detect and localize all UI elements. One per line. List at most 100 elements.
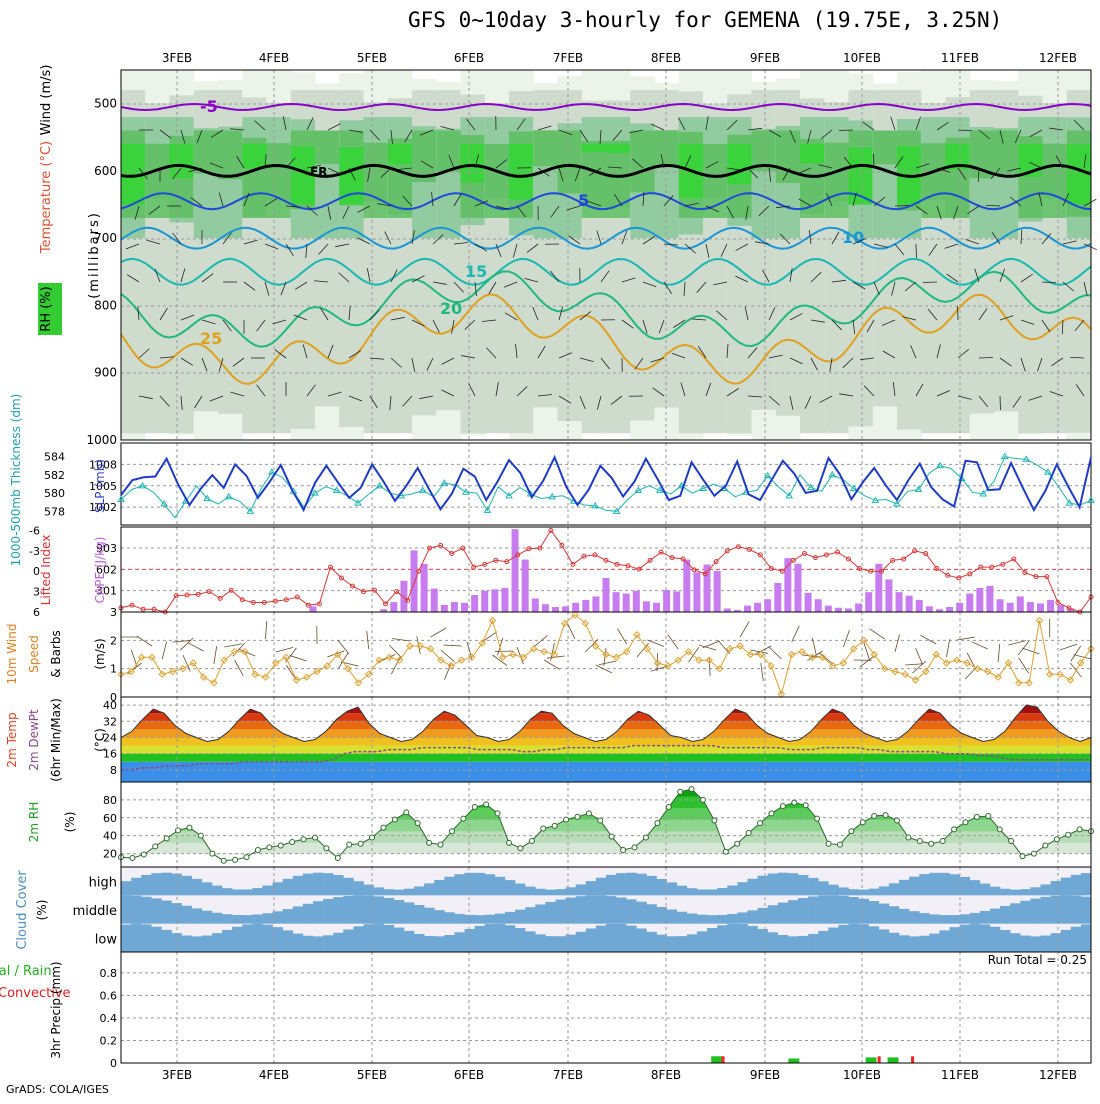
cloud-cover-cell: [182, 906, 192, 924]
cloud-cover-cell: [485, 915, 495, 924]
wind-barb-10m: [870, 629, 885, 639]
wind-barb-10m: [544, 660, 559, 669]
rh-point: [735, 841, 740, 846]
cloud-cover-cell: [535, 889, 545, 896]
temperature-tick-label: 40: [103, 699, 117, 712]
precip-tick-label: 0: [110, 1057, 117, 1070]
rh-axis-label: 2m RH: [27, 802, 41, 843]
cloud-cover-cell: [545, 902, 555, 924]
rh-band: [655, 131, 680, 167]
cloud-cover-cell: [434, 910, 444, 924]
cloud-cover-cell: [667, 882, 677, 895]
wind-barb-10m: [585, 639, 598, 652]
cloud-cover-cell: [161, 930, 171, 952]
cloud-cover-cell: [879, 929, 889, 952]
cloud-cover-cell: [515, 910, 525, 924]
cape-bar: [683, 560, 690, 612]
top-date-tick-label: 11FEB: [941, 51, 979, 65]
rh-point: [438, 842, 443, 847]
rh-point: [518, 846, 523, 851]
cape-bar: [714, 571, 721, 612]
cloud-cover-cell: [141, 875, 151, 895]
footer-credit: GrADS: COLA/IGES: [6, 1083, 109, 1096]
cloud-cover-cell: [990, 927, 1000, 952]
rh-band: [1043, 144, 1068, 218]
cloud-cover-cell: [434, 936, 444, 952]
cloud-cover-cell: [1030, 899, 1040, 924]
cloud-cover-cell: [535, 934, 545, 952]
rh-point: [952, 827, 957, 832]
cloud-cover-cell: [727, 924, 737, 952]
rh-band: [194, 131, 219, 174]
cloud-cover-cell: [909, 936, 919, 952]
cloud-cover-cell: [990, 909, 1000, 924]
wind-barb-10m: [431, 628, 447, 637]
cloud-cover-cell: [939, 915, 949, 924]
rh-band: [630, 131, 655, 193]
cloud-cover-cell: [879, 886, 889, 895]
temperature-axis-label: Temperature (°C): [39, 141, 54, 254]
cloud-cover-cell: [1040, 897, 1050, 924]
cloud-cover-cell: [768, 932, 778, 952]
cloud-cover-cell: [444, 912, 454, 923]
rh-point: [130, 856, 135, 861]
cloud-cover-cell: [323, 873, 333, 895]
rh-point: [1009, 839, 1014, 844]
cloud-cover-cell: [636, 902, 646, 924]
wind-axis-label-1: 10m Wind: [5, 624, 19, 685]
temperature-tick-label: 32: [103, 715, 117, 728]
cloud-cover-cell: [333, 897, 343, 924]
bottom-date-tick-label: 3FEB: [162, 1068, 192, 1082]
top-date-tick-label: 12FEB: [1039, 51, 1077, 65]
bottom-date-tick-label: 9FEB: [750, 1068, 780, 1082]
rh-band: [170, 144, 195, 178]
cape-bar: [896, 592, 903, 612]
rh-point: [1043, 843, 1048, 848]
cloud-cover-cell: [121, 881, 131, 895]
cape-bar: [1027, 602, 1034, 612]
thickness-point: [420, 487, 426, 492]
cloud-cover-cell: [687, 914, 697, 924]
cloud-cover-cell: [667, 936, 677, 952]
cloud-cover-cell: [889, 933, 899, 952]
cape-bar: [633, 591, 640, 612]
wind-barb-10m: [1071, 646, 1081, 661]
cloud-cover-cell: [1020, 901, 1030, 924]
cloud-cover-cell: [747, 926, 757, 952]
rh-point: [643, 835, 648, 840]
rh-point: [404, 810, 409, 815]
cape-bar: [845, 608, 852, 612]
rh-point: [803, 803, 808, 808]
cloud-cover-cell: [606, 896, 616, 924]
cloud-cover-cell: [980, 911, 990, 924]
convective-bar: [911, 1056, 914, 1063]
cloud-cover-cell: [283, 879, 293, 895]
bottom-date-tick-label: 4FEB: [259, 1068, 289, 1082]
rh-tick-label: 60: [103, 812, 117, 825]
cloud-cover-cell: [657, 879, 667, 895]
cape-bar: [592, 596, 599, 612]
cloud-cover-cell: [707, 915, 717, 924]
cloud-cover-cell: [566, 935, 576, 952]
cloud-cover-cell: [242, 924, 252, 952]
cloud-cover-cell: [838, 896, 848, 924]
cloud-cover-cell: [697, 931, 707, 952]
cloud-cover-cell: [778, 873, 788, 896]
bottom-date-tick-label: 5FEB: [357, 1068, 387, 1082]
cape-bar: [491, 589, 498, 612]
temperature-band: [121, 754, 1091, 762]
cape-bar: [643, 601, 650, 612]
rh-point: [313, 835, 318, 840]
thickness-tick-label: 578: [44, 505, 65, 518]
cape-bar: [532, 599, 539, 612]
cloud-cover-cell: [161, 873, 171, 896]
rh-band: [994, 131, 1019, 175]
rh-point: [153, 844, 158, 849]
cape-bar: [542, 604, 549, 612]
cloud-cover-cell: [283, 909, 293, 924]
rh-point: [666, 805, 671, 810]
cloud-cover-cell: [889, 883, 899, 895]
rh-point: [598, 818, 603, 823]
rh-point: [484, 802, 489, 807]
rh-point: [689, 787, 694, 792]
